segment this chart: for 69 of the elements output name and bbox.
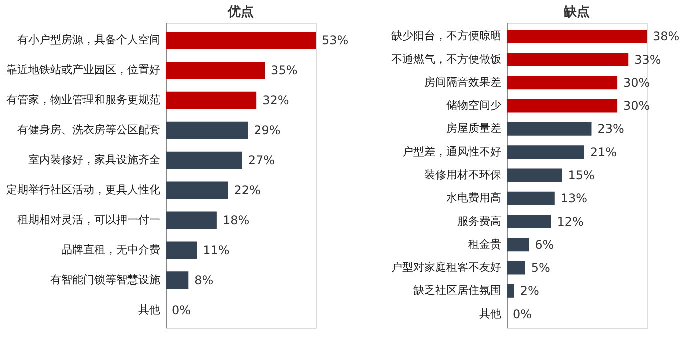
data-label: 18%: [222, 213, 250, 228]
data-label: 22%: [234, 183, 261, 198]
data-label: 53%: [322, 34, 349, 48]
bar: [507, 30, 647, 44]
bar: [166, 32, 316, 50]
bar: [507, 215, 552, 228]
y-tick-label: 靠近地铁站或产业园区，位置好: [6, 64, 160, 77]
y-tick-label: 有健身房、洗衣房等公区配套: [18, 124, 160, 137]
data-label: 12%: [557, 214, 584, 229]
y-tick-label: 水电费用高: [446, 192, 502, 205]
bar: [507, 168, 562, 182]
bar: [166, 272, 189, 290]
data-label: 27%: [248, 154, 276, 168]
data-label: 5%: [531, 261, 550, 276]
y-tick-label: 房屋质量差: [446, 122, 502, 136]
y-tick-label: 租期相对灵活，可以押一付一: [18, 213, 160, 226]
y-tick-label: 有小户型房源，具备个人空间: [18, 34, 160, 47]
bar: [507, 122, 592, 136]
y-tick-label: 室内装修好，家具设施齐全: [28, 154, 160, 167]
bar: [507, 76, 618, 90]
data-label: 15%: [568, 168, 595, 182]
data-label: 35%: [271, 64, 298, 78]
bar: [166, 182, 228, 200]
bar: [166, 122, 248, 140]
data-label: 21%: [590, 145, 618, 160]
bar: [507, 146, 584, 160]
bar: [166, 242, 198, 260]
data-label: 13%: [560, 192, 588, 206]
data-label: 0%: [172, 303, 192, 318]
bar: [507, 99, 618, 113]
bar: [166, 152, 242, 170]
y-tick-label: 缺乏社区居住氛围: [414, 284, 502, 298]
bar: [166, 92, 257, 110]
y-tick-label: 有管家，物业管理和服务更规范: [6, 94, 160, 107]
y-tick-label: 其他: [480, 307, 502, 320]
data-label: 8%: [194, 273, 214, 288]
y-tick-label: 其他: [138, 303, 160, 316]
data-label: 30%: [624, 76, 650, 90]
y-tick-label: 装修用材不环保: [424, 168, 502, 182]
data-label: 38%: [653, 30, 680, 44]
bar: [507, 238, 530, 252]
data-label: 6%: [535, 238, 554, 252]
y-tick-label: 有智能门锁等智慧设施: [50, 273, 160, 286]
y-tick-label: 缺少阳台，不方便晾晒: [392, 30, 502, 43]
data-label: 33%: [634, 52, 662, 67]
bar: [507, 284, 514, 298]
bar: [166, 62, 266, 80]
y-tick-label: 储物空间少: [446, 99, 502, 112]
y-tick-label: 户型差，通风性不好: [402, 145, 502, 158]
y-tick-label: 不通燃气，不方便做饭: [392, 52, 502, 66]
y-tick-label: 定期举行社区活动，更具人性化: [6, 183, 160, 196]
data-label: 23%: [598, 122, 624, 136]
bar: [507, 192, 555, 206]
data-label: 29%: [254, 124, 281, 138]
y-tick-label: 户型对家庭租客不友好: [392, 261, 502, 274]
data-label: 32%: [262, 94, 290, 108]
chart-title: 优点: [227, 4, 254, 20]
y-tick-label: 租金贵: [468, 238, 502, 251]
data-label: 2%: [520, 284, 540, 298]
y-tick-label: 品牌直租，无中介费: [62, 243, 160, 256]
bar: [166, 212, 217, 230]
chart-title: 缺点: [563, 4, 590, 20]
bar: [507, 53, 629, 67]
bar: [507, 261, 526, 275]
data-label: 0%: [513, 307, 532, 322]
y-tick-label: 房间隔音效果差: [424, 76, 502, 89]
data-label: 30%: [624, 99, 650, 114]
y-tick-label: 服务费高: [458, 214, 502, 228]
data-label: 11%: [203, 243, 230, 258]
